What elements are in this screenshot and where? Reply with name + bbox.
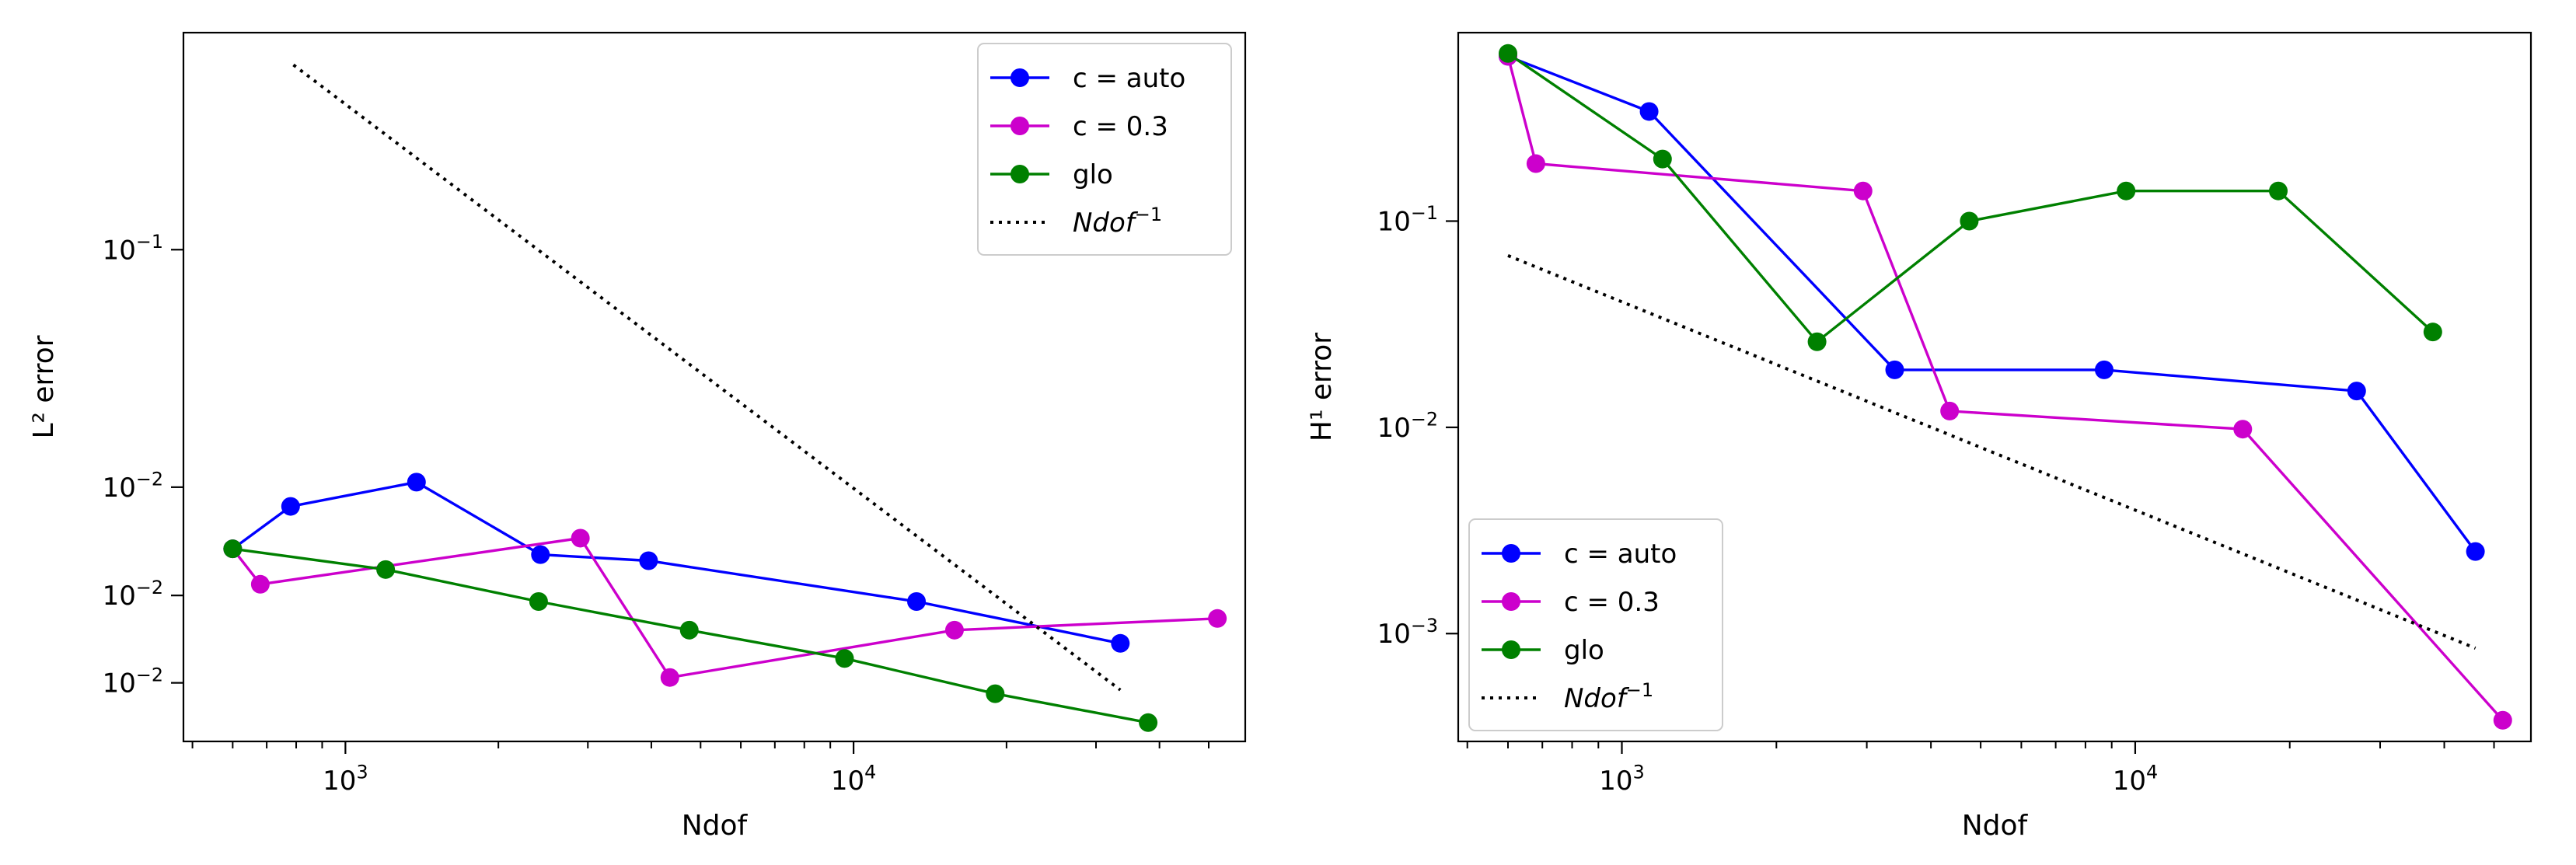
x-axis-label: Ndof — [682, 810, 749, 842]
legend-entry: c = 0.3 — [990, 111, 1168, 142]
y-tick-label: 10−2 — [103, 577, 163, 612]
y-axis-label: L² error — [28, 335, 60, 438]
series-line — [232, 480, 1121, 645]
legend-label: c = 0.3 — [1564, 587, 1660, 618]
plot-frame — [182, 31, 1247, 743]
legend-label: c = auto — [1564, 539, 1677, 570]
data-point — [1499, 44, 1518, 63]
data-point — [1853, 181, 1873, 201]
legend-entry: c = 0.3 — [1482, 587, 1660, 618]
series-line — [1507, 254, 2477, 650]
data-point — [1940, 401, 1960, 420]
series-line — [1506, 55, 2504, 721]
data-point — [2233, 420, 2253, 439]
legend-marker — [1502, 544, 1520, 563]
data-point — [1960, 211, 1979, 231]
plot-frame — [1457, 31, 2532, 743]
y-tick-label: 10−1 — [1377, 202, 1438, 237]
legend-label: Ndof−1 — [1073, 204, 1162, 239]
chart-panel-1: 103 104 10−1 10−2 10−2 10−2 Ndof L² error c = au… — [28, 31, 1247, 842]
series-glo — [223, 539, 1158, 732]
y-axis-label: H¹ error — [1306, 333, 1338, 441]
legend-entry: c = auto — [1482, 539, 1677, 570]
y-tick-label: 10−2 — [1377, 409, 1438, 444]
y-tick-label: 10−2 — [103, 469, 163, 504]
series-c-auto — [1499, 47, 2485, 561]
data-point — [2347, 382, 2366, 401]
legend-entry: Ndof−1 — [990, 204, 1162, 239]
legend-entry: Ndof−1 — [1482, 679, 1653, 714]
data-point — [250, 574, 270, 594]
data-point — [2117, 181, 2136, 201]
data-point — [223, 539, 243, 559]
x-tick-label: 104 — [2113, 762, 2158, 797]
y-tick-label: 10−2 — [103, 664, 163, 699]
y-tick-label: 10−3 — [1377, 615, 1438, 650]
series-line — [232, 536, 1218, 679]
legend-box — [977, 43, 1232, 256]
legend-entry: c = auto — [990, 63, 1185, 94]
data-point — [1111, 633, 1130, 653]
legend-label: c = auto — [1073, 63, 1185, 94]
legend-label: glo — [1073, 159, 1113, 190]
data-point — [1653, 149, 1672, 169]
data-point — [531, 545, 550, 564]
data-point — [835, 649, 854, 668]
data-point — [2094, 360, 2114, 379]
legend: c = auto c = 0.3 glo Ndof−1 — [1468, 518, 1723, 731]
data-point — [944, 620, 964, 640]
x-tick-label: 104 — [831, 762, 876, 797]
data-point — [907, 591, 927, 611]
series-c-0-3 — [223, 528, 1227, 687]
data-point — [376, 560, 396, 579]
series-line — [292, 63, 1122, 692]
data-point — [660, 668, 679, 687]
legend-box — [1468, 518, 1723, 731]
data-point — [679, 620, 699, 640]
x-tick-label: 103 — [323, 762, 368, 797]
data-point — [1208, 609, 1227, 628]
series-glo — [1499, 44, 2442, 351]
data-point — [1807, 332, 1827, 351]
series-ndof-inverse — [1507, 254, 2477, 650]
x-tick-label: 103 — [1599, 762, 1644, 797]
data-point — [639, 551, 658, 570]
data-point — [1526, 154, 1545, 173]
legend-label: Ndof−1 — [1564, 679, 1653, 714]
series-c-auto — [223, 473, 1130, 653]
legend-marker — [1011, 165, 1029, 183]
data-point — [571, 528, 590, 548]
x-axis-label: Ndof — [1962, 810, 2029, 842]
series-line — [1507, 52, 2434, 344]
legend-label: glo — [1564, 635, 1604, 666]
legend-marker — [1011, 117, 1029, 135]
data-point — [1885, 360, 1904, 379]
data-point — [2466, 542, 2485, 561]
data-point — [986, 684, 1005, 703]
y-tick-label: 10−1 — [103, 231, 163, 266]
legend-label: c = 0.3 — [1073, 111, 1168, 142]
legend: c = auto c = 0.3 glo Ndof−1 — [977, 43, 1232, 256]
data-point — [1639, 102, 1659, 121]
legend-marker — [1502, 592, 1520, 611]
data-point — [281, 497, 300, 516]
data-point — [407, 473, 426, 492]
legend-marker — [1502, 640, 1520, 659]
data-point — [1139, 713, 1158, 732]
legend-entry: glo — [1482, 635, 1604, 666]
data-point — [2493, 710, 2512, 730]
data-point — [2269, 181, 2288, 201]
data-point — [2423, 323, 2442, 342]
legend-marker — [1011, 68, 1029, 87]
series-ndof-inverse — [292, 63, 1122, 692]
data-point — [529, 591, 548, 611]
series-line — [1507, 54, 2477, 553]
legend-entry: glo — [990, 159, 1113, 190]
